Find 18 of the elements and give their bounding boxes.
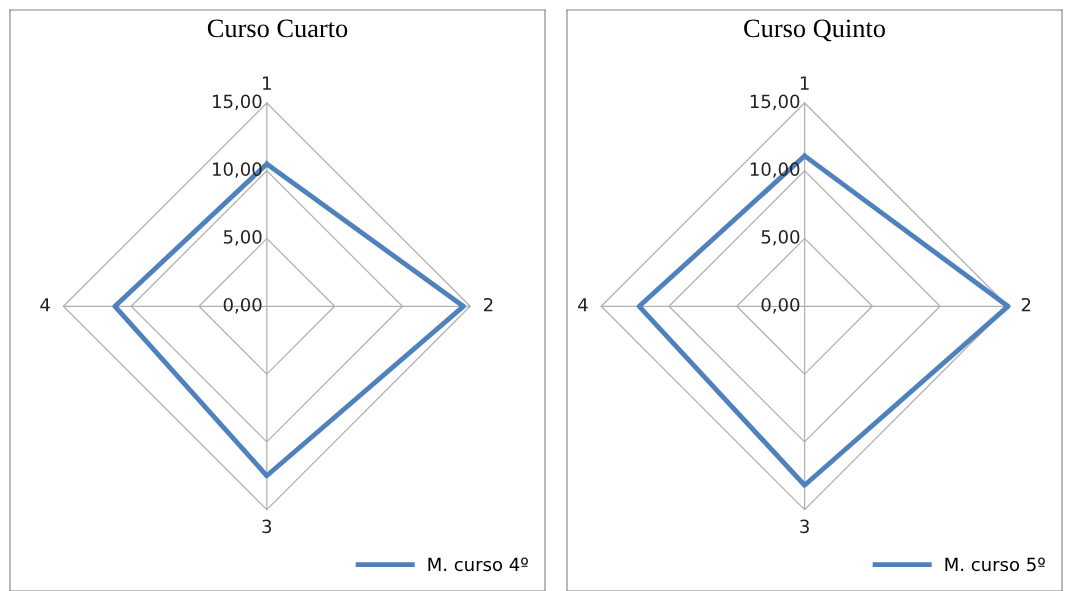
y-tick-label: 5,00 xyxy=(761,230,800,246)
chart-title: Curso Cuarto xyxy=(207,19,348,38)
spoke-label: 1 xyxy=(800,76,809,90)
spoke-label: 4 xyxy=(578,298,588,312)
spoke-label: 4 xyxy=(40,298,50,312)
spoke-label: 2 xyxy=(484,297,493,312)
spoke-label: 2 xyxy=(1021,297,1031,312)
y-tick-label: 0,00 xyxy=(761,297,800,314)
chart-title: Curso Quinto xyxy=(744,19,885,42)
spoke-label: 3 xyxy=(800,519,809,534)
spoke-label: 1 xyxy=(263,76,271,90)
y-tick-label: 15,00 xyxy=(213,94,262,111)
y-tick-label: 15,00 xyxy=(750,94,800,111)
y-tick-label: 5,00 xyxy=(223,230,262,246)
legend-label: M. curso 4º xyxy=(428,557,528,572)
y-tick-label: 0,00 xyxy=(223,297,262,314)
legend-label: M. curso 5º xyxy=(945,557,1045,572)
spoke-label: 3 xyxy=(262,519,272,534)
